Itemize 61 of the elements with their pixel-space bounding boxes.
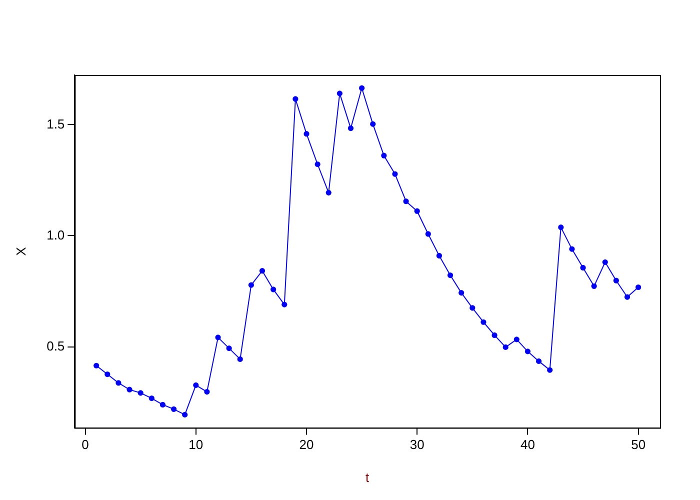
point: [104, 371, 110, 378]
point: [282, 302, 288, 308]
point: [248, 282, 254, 288]
x-axis-title: t: [366, 470, 370, 485]
point: [170, 406, 177, 412]
point: [514, 336, 520, 342]
point: [237, 356, 243, 362]
point: [558, 224, 564, 230]
point: [470, 305, 476, 311]
point: [314, 161, 320, 168]
point: [580, 264, 586, 271]
point: [436, 252, 442, 259]
point: [304, 131, 310, 137]
point: [480, 319, 486, 325]
point: [569, 246, 575, 252]
point: [403, 198, 409, 204]
point: [636, 284, 642, 290]
x-tick-label: 10: [188, 437, 204, 452]
point: [215, 334, 221, 340]
point: [370, 121, 376, 127]
point: [591, 283, 597, 289]
point: [326, 190, 332, 196]
point: [292, 96, 298, 102]
x-tick-label: 40: [520, 437, 535, 452]
point: [116, 380, 122, 386]
y-tick-label: 1.0: [46, 227, 65, 242]
point: [204, 389, 210, 395]
point: [547, 367, 553, 373]
point: [414, 208, 420, 214]
y-axis-title: X: [13, 246, 28, 256]
point: [348, 125, 354, 132]
point: [425, 231, 431, 237]
x-tick-label: 20: [299, 437, 314, 452]
point: [148, 395, 154, 402]
point: [126, 386, 132, 392]
y-tick-label: 1.5: [46, 116, 65, 132]
point: [182, 412, 188, 418]
point: [624, 294, 630, 300]
x-tick-label: 50: [631, 437, 646, 452]
point: [336, 90, 342, 96]
x-tick-label: 30: [410, 437, 424, 452]
point: [94, 362, 100, 368]
point: [447, 272, 454, 278]
point: [392, 171, 398, 177]
point: [602, 259, 608, 265]
point: [536, 358, 542, 364]
point: [193, 382, 199, 388]
point: [270, 286, 276, 292]
point: [226, 346, 232, 352]
y-tick-label: 0.5: [46, 338, 65, 354]
point: [502, 344, 508, 350]
point: [259, 268, 266, 274]
x-tick-label: 0: [82, 437, 89, 452]
point: [138, 390, 144, 396]
point: [160, 402, 166, 408]
point: [458, 290, 464, 296]
point: [524, 348, 531, 354]
point: [492, 332, 498, 338]
point: [613, 278, 619, 284]
point: [359, 85, 365, 91]
point: [381, 152, 387, 158]
